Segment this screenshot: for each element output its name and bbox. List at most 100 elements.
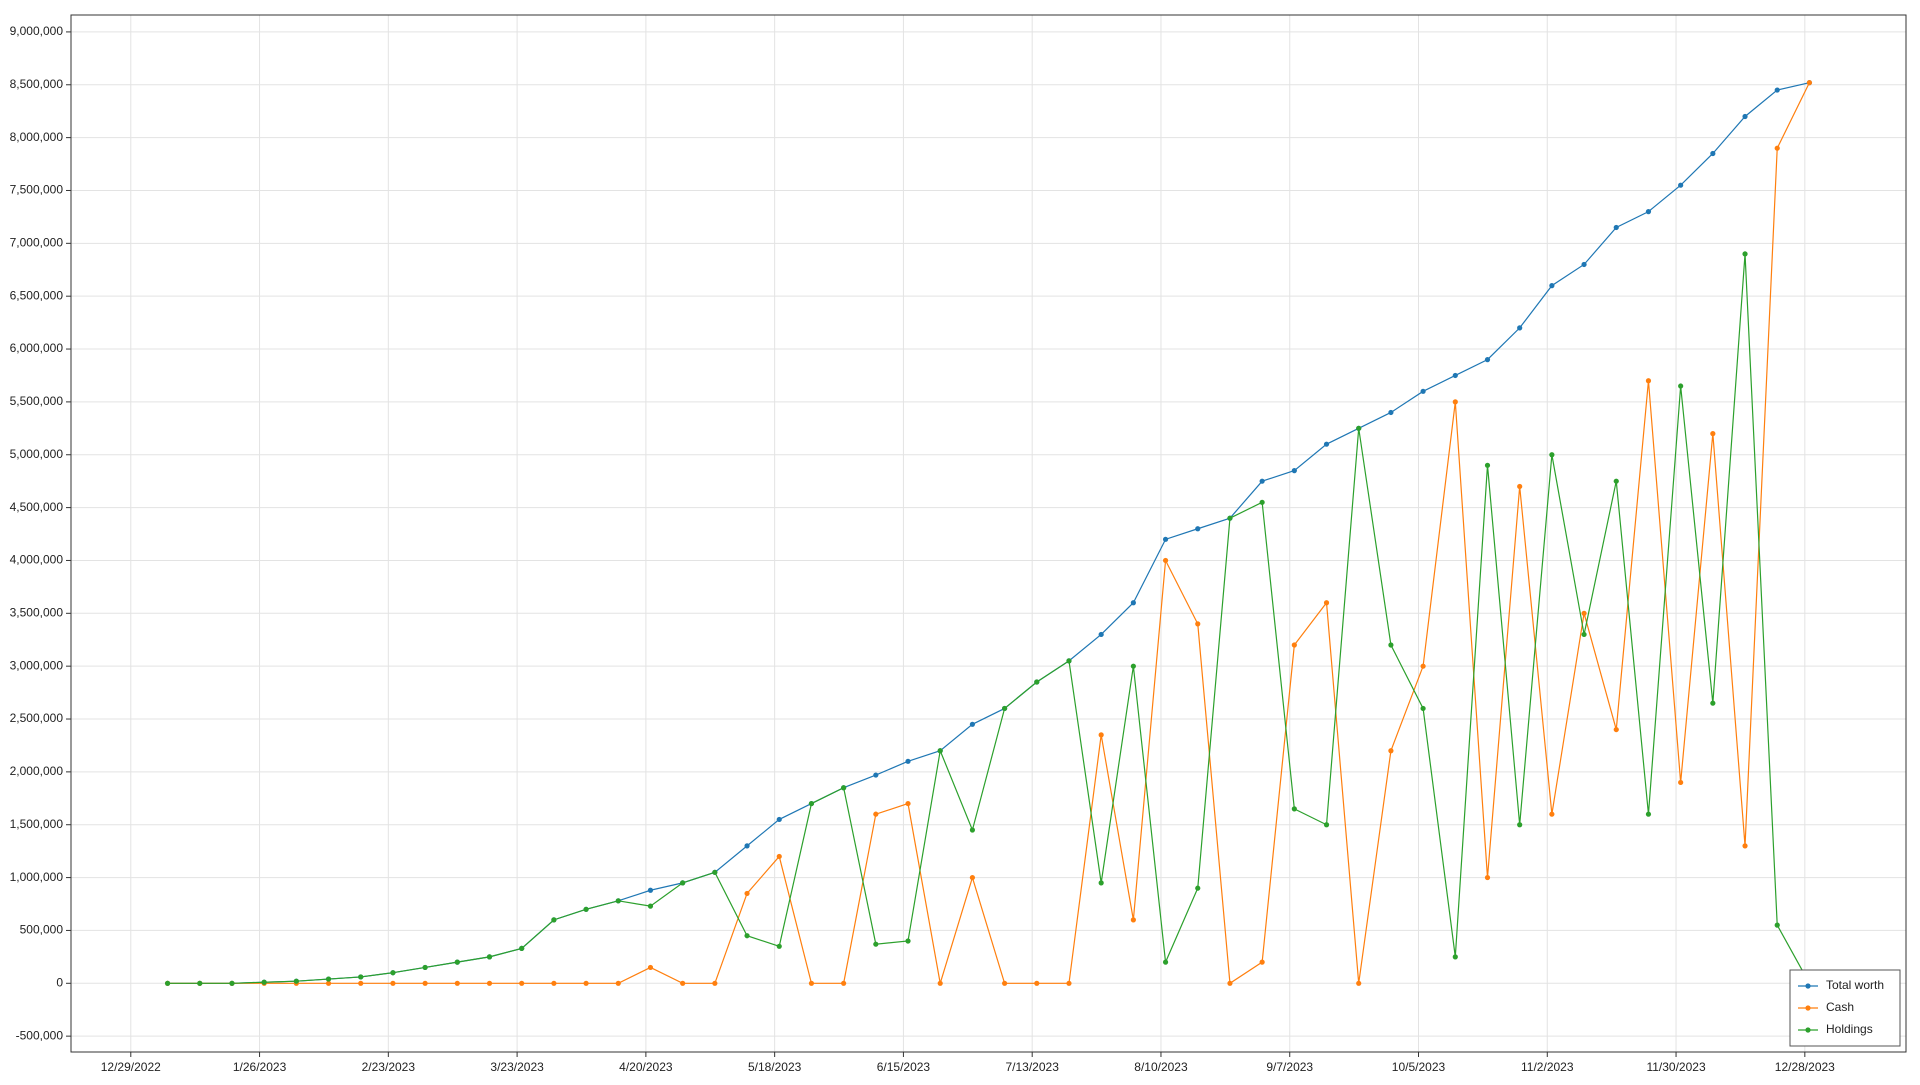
data-point — [1710, 431, 1716, 437]
data-point — [1195, 885, 1201, 891]
data-point — [486, 954, 493, 960]
data-point — [905, 938, 911, 944]
data-point — [1388, 748, 1394, 754]
data-point — [1581, 631, 1587, 638]
y-tick-label: 500,000 — [20, 923, 64, 937]
data-point — [841, 785, 847, 791]
data-point — [454, 959, 460, 965]
data-point — [1484, 462, 1491, 468]
legend-swatch — [1805, 1027, 1811, 1033]
data-point — [1323, 822, 1330, 828]
data-point — [1034, 679, 1040, 685]
data-point — [519, 945, 525, 952]
data-point — [969, 874, 976, 881]
data-point — [937, 748, 943, 754]
data-point — [1227, 980, 1233, 986]
x-tick-label: 11/2/2023 — [1521, 1060, 1574, 1074]
data-point — [1742, 843, 1748, 849]
data-point — [647, 887, 654, 893]
legend-swatch — [1805, 983, 1811, 989]
data-point — [1517, 325, 1523, 331]
data-point — [647, 964, 654, 971]
data-point — [1098, 732, 1104, 738]
x-tick-label: 6/15/2023 — [877, 1060, 931, 1074]
legend-label: Holdings — [1826, 1022, 1873, 1036]
data-point — [905, 800, 911, 807]
data-point — [1549, 452, 1555, 458]
data-point — [1001, 705, 1008, 712]
x-tick-label: 9/7/2023 — [1266, 1060, 1313, 1074]
legend-label: Cash — [1826, 1000, 1854, 1014]
data-point — [1517, 822, 1523, 828]
data-point — [1774, 145, 1780, 151]
data-point — [1066, 658, 1072, 664]
data-point — [808, 980, 815, 986]
data-point — [1774, 87, 1780, 93]
data-point — [1195, 621, 1201, 627]
data-point — [1356, 425, 1362, 431]
data-point — [841, 980, 847, 986]
data-point — [1259, 478, 1265, 484]
data-point — [1549, 283, 1555, 289]
data-point — [229, 980, 235, 986]
data-point — [1678, 383, 1684, 389]
data-point — [1291, 468, 1297, 474]
x-tick-label: 12/29/2022 — [101, 1060, 161, 1074]
data-point — [905, 758, 911, 764]
data-point — [1162, 536, 1169, 542]
x-tick-label: 1/26/2023 — [233, 1060, 287, 1074]
data-point — [1613, 478, 1619, 484]
data-point — [325, 980, 332, 986]
series-line — [167, 82, 1810, 985]
y-tick-label: 6,000,000 — [10, 341, 64, 355]
data-point — [680, 980, 686, 986]
data-point — [1645, 209, 1652, 215]
x-tick-label: 12/28/2023 — [1775, 1060, 1835, 1074]
y-tick-label: 6,500,000 — [10, 288, 64, 302]
data-point — [1066, 980, 1072, 986]
data-point — [583, 980, 589, 986]
data-point — [647, 903, 654, 909]
y-tick-label: 9,000,000 — [10, 24, 64, 38]
data-point — [1710, 150, 1716, 157]
x-tick-label: 5/18/2023 — [748, 1060, 802, 1074]
data-point — [551, 980, 557, 986]
legend: Total worth Cash Holdings — [1789, 969, 1901, 1047]
data-point — [776, 853, 782, 860]
plot-frame — [70, 14, 1907, 1053]
y-tick-label: 1,000,000 — [10, 870, 64, 884]
legend-swatch — [1805, 1005, 1811, 1011]
data-point — [1774, 922, 1780, 928]
data-point — [1517, 483, 1523, 490]
data-point — [1388, 642, 1394, 648]
y-tick-label: 5,000,000 — [10, 447, 64, 461]
x-tick-label: 3/23/2023 — [490, 1060, 544, 1074]
data-point — [1162, 557, 1169, 564]
data-point — [744, 843, 750, 849]
data-point — [1678, 182, 1684, 188]
legend-label: Total worth — [1826, 978, 1884, 992]
data-point — [1162, 959, 1169, 965]
data-point — [422, 980, 428, 986]
data-point — [1388, 409, 1394, 416]
data-point — [1484, 357, 1491, 363]
data-point — [1098, 631, 1104, 638]
data-point — [712, 980, 718, 986]
data-point — [1259, 959, 1265, 965]
y-tick-label: 3,000,000 — [10, 658, 64, 672]
data-point — [358, 974, 364, 980]
data-point — [615, 898, 621, 904]
y-tick-label: 2,500,000 — [10, 711, 64, 725]
data-point — [1581, 261, 1587, 268]
y-tick-label: 5,500,000 — [10, 394, 64, 408]
y-tick-label: 8,000,000 — [10, 130, 64, 144]
data-point — [1259, 499, 1265, 505]
y-tick-label: 7,500,000 — [10, 183, 64, 197]
data-point — [293, 978, 299, 984]
x-tick-label: 2/23/2023 — [362, 1060, 416, 1074]
data-point — [454, 980, 460, 986]
y-tick-label: 0 — [56, 975, 63, 989]
data-point — [1356, 980, 1362, 986]
